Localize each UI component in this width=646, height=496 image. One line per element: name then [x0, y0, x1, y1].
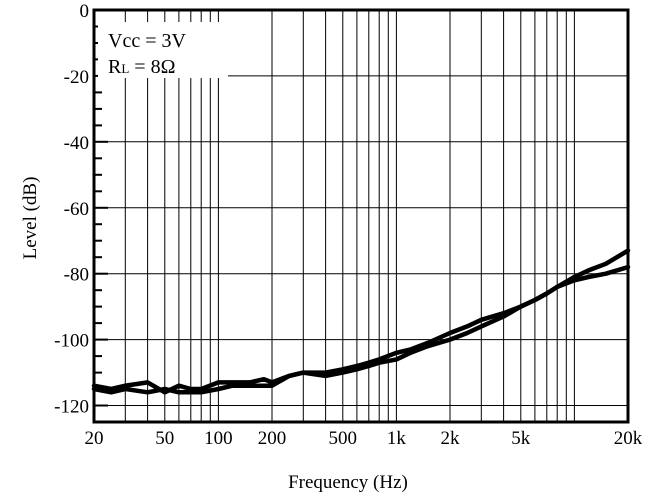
x-tick-label: 5k: [511, 428, 531, 449]
x-tick-label: 1k: [387, 428, 407, 449]
x-tick-label: 200: [258, 428, 287, 449]
x-axis-label: Frequency (Hz): [288, 472, 408, 493]
y-tick-label: -120: [54, 397, 89, 418]
y-tick-label: -20: [64, 67, 89, 88]
annotation-rl-suffix: = 8Ω: [129, 56, 175, 78]
x-tick-label: 20: [85, 428, 104, 449]
x-tick-label: 2k: [441, 428, 461, 449]
x-tick-label: 100: [204, 428, 233, 449]
x-tick-label: 500: [329, 428, 358, 449]
annotation-box: Vcc = 3V RL = 8Ω: [98, 22, 228, 78]
grid: [94, 9, 628, 422]
x-tick-label: 50: [155, 428, 174, 449]
series-layer: [91, 248, 631, 395]
series-line-2: [91, 248, 631, 395]
y-axis-label: Level (dB): [20, 177, 41, 260]
x-tick-label: 20k: [614, 428, 643, 449]
annotation-rl-prefix: R: [108, 56, 122, 78]
y-tick-label: 0: [80, 1, 90, 22]
y-tick-label: -40: [64, 133, 89, 154]
annotation-rl: RL = 8Ω: [108, 56, 175, 78]
plot-frame: [92, 8, 630, 424]
y-tick-label: -60: [64, 199, 89, 220]
y-tick-label: -100: [54, 331, 89, 352]
y-tick-label: -80: [64, 265, 89, 286]
annotation-rl-sub: L: [121, 61, 129, 76]
annotation-vcc: Vcc = 3V: [108, 30, 186, 52]
annotation-background: [98, 22, 228, 78]
x-tick-labels: 20 50 100 200 500 1k 2k 5k 20k: [85, 428, 643, 449]
y-tick-labels: 0 -20 -40 -60 -80 -100 -120: [54, 1, 89, 418]
series-line-1: [91, 264, 631, 395]
